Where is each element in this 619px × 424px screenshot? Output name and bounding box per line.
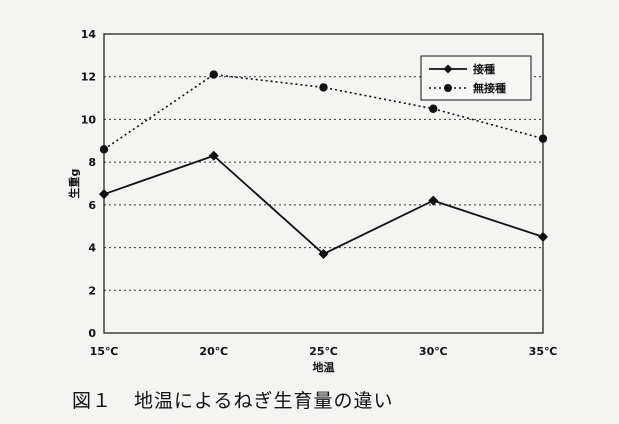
data-point-diamond [208,150,219,161]
legend-marker-diamond [443,64,453,74]
plot-area-frame [103,33,544,334]
data-point-circle [538,134,548,143]
y-tick-label: 14 [81,28,97,41]
data-point-circle [429,104,438,113]
y-tick-label: 2 [88,284,96,297]
data-point-diamond [538,231,548,242]
y-tick-label: 8 [88,156,96,169]
x-tick-label: 25℃ [309,345,338,358]
data-point-diamond [318,248,329,259]
x-tick-label: 20℃ [199,345,228,358]
caption-text: 地温によるねぎ生育量の違い [134,390,394,412]
y-tick-label: 6 [88,199,96,212]
data-point-circle [319,83,328,92]
legend-label: 無接種 [473,81,506,95]
data-point-circle [99,145,109,154]
figure-number: 図１ [72,390,113,412]
x-tick-label: 35℃ [529,345,558,358]
x-tick-label: 30℃ [419,345,448,358]
x-tick-label: 15℃ [90,345,119,358]
y-tick-label: 4 [88,242,96,255]
x-axis-title: 地温 [313,360,335,374]
y-tick-label: 12 [81,71,96,84]
y-tick-label: 10 [81,113,97,126]
data-point-circle [209,70,218,79]
y-tick-label: 0 [88,327,96,340]
data-point-diamond [428,195,439,206]
legend-label: 接種 [473,62,495,76]
legend-box [420,55,532,101]
data-point-diamond [99,189,109,200]
figure-caption: 図１ 地温によるねぎ生育量の違い [72,386,393,413]
y-axis-title: 生重g [67,169,81,199]
legend-marker-circle [444,84,452,92]
